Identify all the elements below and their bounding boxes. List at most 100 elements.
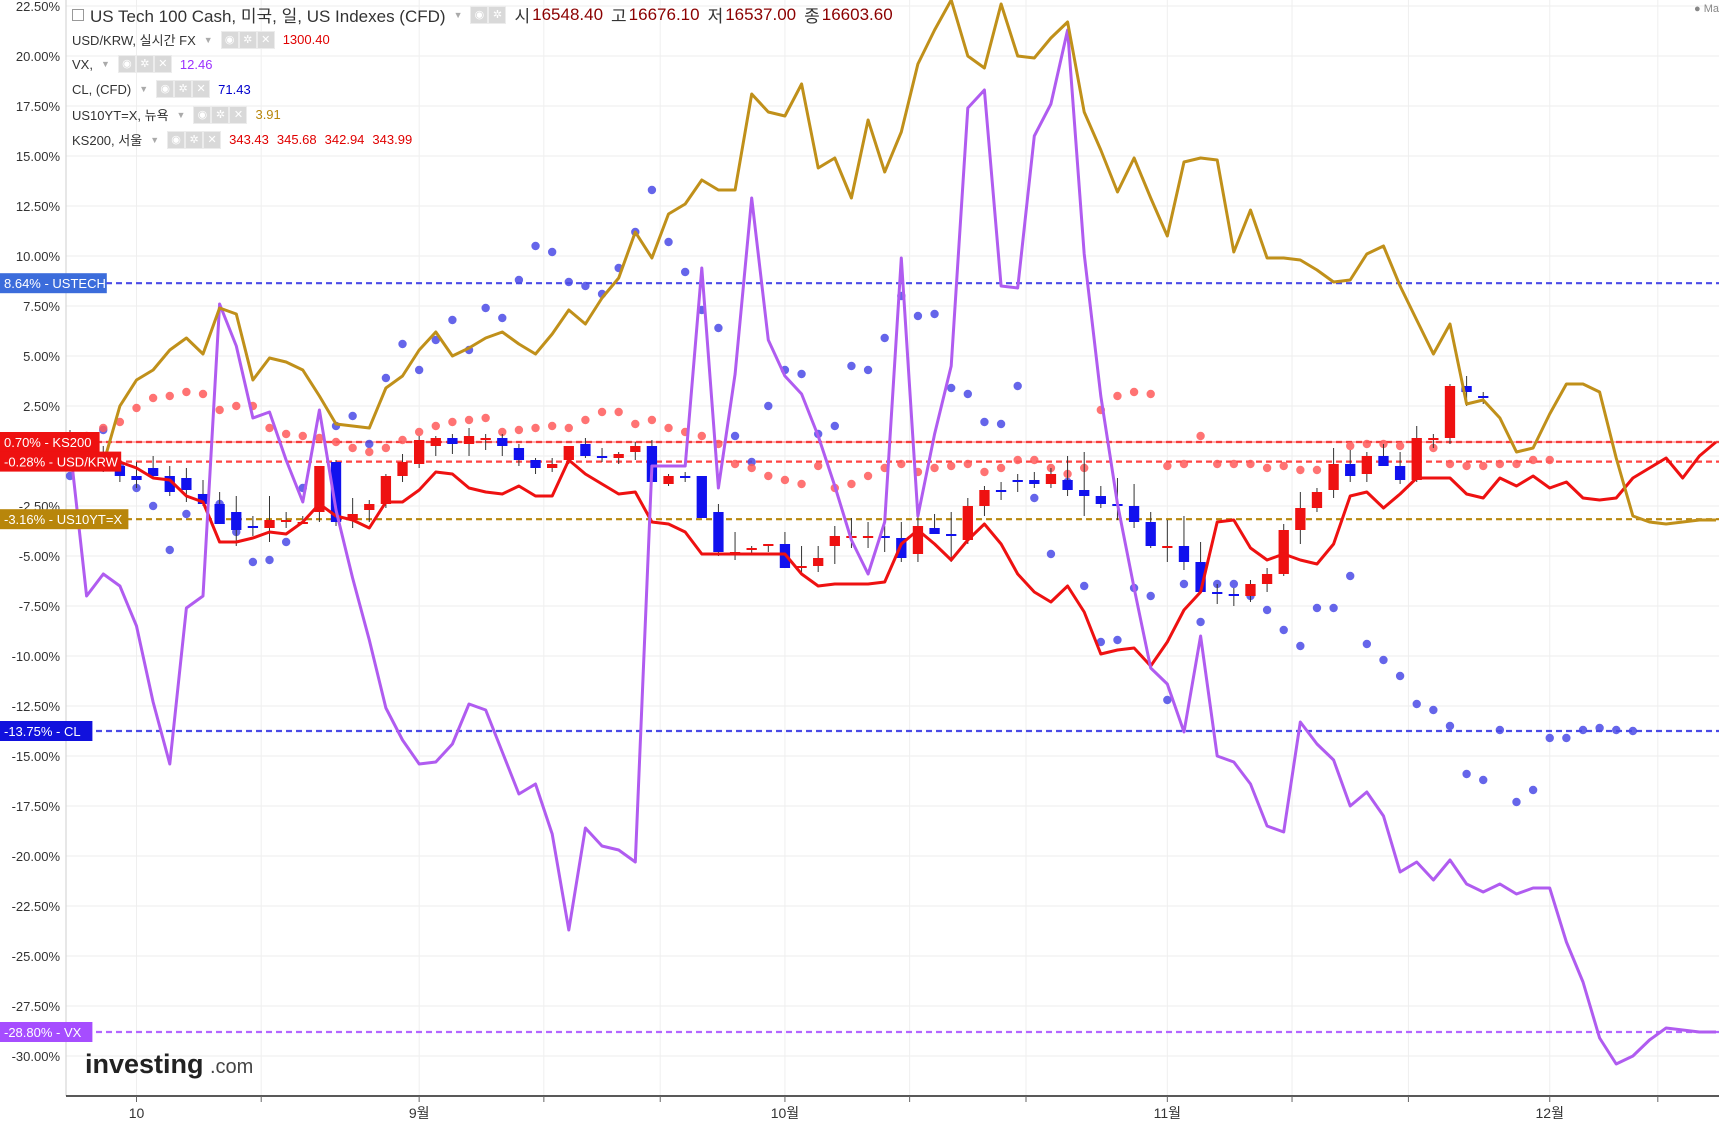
data-point [1080,581,1089,591]
data-point [1612,725,1621,735]
data-point [980,467,989,477]
chevron-down-icon[interactable]: ▼ [100,59,110,69]
series-controls: ◉ ✲ ✕ [156,80,211,98]
data-point [1562,733,1571,743]
legend-row-usdkrw[interactable]: USD/KRW, 실시간 FX ▼ ◉ ✲ ✕ 1300.40 [72,30,338,49]
eye-icon[interactable]: ◉ [117,55,136,73]
data-point [365,439,374,449]
data-point [165,545,174,555]
legend-value: 71.43 [218,81,251,97]
eye-icon[interactable]: ◉ [193,105,212,124]
data-point [248,557,258,567]
data-point [398,339,407,349]
candle-body [630,446,641,452]
legend-main-row[interactable]: US Tech 100 Cash, 미국, 일, US Indexes (CFD… [72,2,901,27]
eye-icon[interactable]: ◉ [156,80,175,98]
candle-body [513,448,525,460]
data-point [1163,695,1172,705]
close-icon[interactable]: ✕ [203,130,222,149]
chevron-down-icon[interactable]: ▼ [453,9,463,20]
series-controls: ◉ ✲ ✕ [167,130,222,149]
legend-value: 1300.40 [282,32,330,47]
candle-body [680,476,691,478]
candle-body [1029,480,1040,484]
close-icon[interactable]: ✕ [256,30,275,49]
data-point [1146,591,1155,601]
y-tick-label: -27.50% [12,999,61,1014]
y-tick-label: 5.00% [23,349,60,364]
data-point [697,431,706,441]
y-tick-label: 10.00% [16,249,61,264]
data-point [813,461,823,471]
collapse-icon[interactable] [72,8,84,21]
data-point [99,423,108,433]
legend-row-us10yt[interactable]: US10YT=X, 뉴욕 ▼ ◉ ✲ ✕ 3.91 [72,105,289,124]
y-tick-label: 12.50% [16,199,61,214]
gear-icon[interactable]: ✲ [174,80,193,98]
series-controls: ◉ ✲ ✕ [117,55,172,73]
data-point [315,433,324,443]
data-point [1262,605,1272,615]
data-point [1246,459,1255,469]
gear-icon[interactable]: ✲ [488,5,507,24]
data-point [1046,549,1056,559]
data-point [1362,439,1372,449]
eye-icon[interactable]: ◉ [470,5,489,24]
marker-label-box [0,432,100,452]
data-point [1379,655,1388,665]
gear-icon[interactable]: ✲ [211,105,230,124]
close-icon[interactable]: ✕ [192,80,211,98]
data-point [797,479,806,489]
legend-row-ks200[interactable]: KS200, 서울 ▼ ◉ ✲ ✕ 343.43 345.68 342.94 3… [72,130,420,149]
close-icon[interactable]: ✕ [153,55,172,73]
chevron-down-icon[interactable]: ▼ [150,134,160,145]
legend-value: 345.68 [276,132,317,147]
gear-icon[interactable]: ✲ [135,55,154,73]
data-point [1262,463,1272,473]
candle-body [1261,574,1273,584]
gear-icon[interactable]: ✲ [238,30,257,49]
data-point [946,461,956,471]
candle-body [530,460,541,468]
eye-icon[interactable]: ◉ [167,130,186,149]
eye-icon[interactable]: ◉ [220,30,239,49]
chevron-down-icon[interactable]: ▼ [203,34,213,45]
data-point [1196,431,1205,441]
candle-body [131,476,142,480]
chevron-down-icon[interactable]: ▼ [139,84,149,94]
candle-body [314,466,325,512]
candle-body [813,558,824,566]
marker-label-box [0,1022,93,1042]
data-point [1512,797,1521,807]
data-point [1395,671,1405,681]
gear-icon[interactable]: ✲ [185,130,204,149]
candle-body [862,536,874,538]
data-point [514,275,524,285]
data-point [431,421,440,431]
data-point [1296,641,1305,651]
legend-row-cl[interactable]: CL, (CFD) ▼ ◉ ✲ ✕ 71.43 [72,80,259,98]
candle-body [1278,530,1289,574]
data-point [331,437,341,447]
marker-label: 8.64% - USTECH [4,276,106,291]
y-tick-label: -30.00% [12,1049,61,1064]
data-point [1163,461,1172,471]
y-tick-label: 17.50% [16,99,61,114]
candle-body [1361,456,1373,474]
close-icon[interactable]: ✕ [229,105,248,124]
legend-row-vx[interactable]: VX, ▼ ◉ ✲ ✕ 12.46 [72,55,220,73]
chevron-down-icon[interactable]: ▼ [176,109,186,120]
candle-body [1079,490,1090,496]
data-point [414,427,424,437]
data-point [1362,639,1372,649]
legend-value: 343.99 [372,132,413,147]
data-point [780,475,790,485]
corner-menu-button[interactable]: ● Ma [1694,3,1719,15]
candle-body [1195,562,1206,592]
legend-name: USD/KRW, 실시간 FX [72,33,196,48]
data-point [1013,381,1022,391]
candle-body [247,526,259,528]
